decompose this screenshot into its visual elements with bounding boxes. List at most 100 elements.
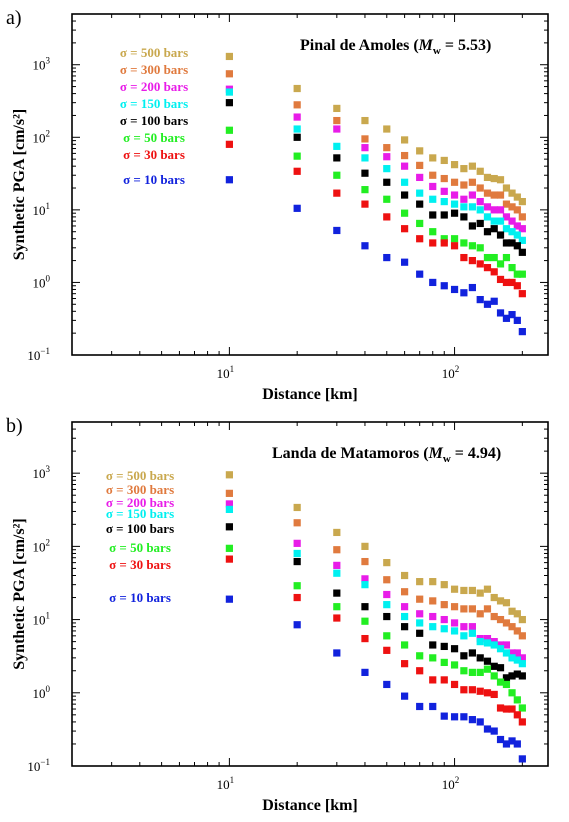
data-point [450, 619, 459, 627]
data-point [416, 189, 424, 197]
data-point [468, 178, 476, 186]
x-tick-label: 102 [442, 775, 460, 792]
y-tick-label-exp: 0 [46, 684, 51, 694]
data-point [401, 258, 409, 266]
data-point [513, 270, 521, 278]
y-tick-label-exp: 3 [46, 56, 51, 66]
x-axis-label: Distance [km] [262, 797, 358, 814]
data-point [496, 260, 505, 268]
y-tick-label-base: 10 [33, 58, 46, 73]
data-point [450, 585, 459, 593]
data-point [518, 632, 526, 640]
data-point [450, 661, 459, 669]
x-axis-ticks [71, 422, 523, 766]
data-point [460, 623, 468, 631]
chart-title: Landa de Matamoros (Mw = 4.94) [272, 445, 501, 465]
series-7 [225, 176, 526, 336]
chart-title-mw: M [418, 37, 434, 54]
series-5 [225, 126, 526, 278]
data-point [361, 668, 369, 676]
data-point [518, 755, 526, 763]
data-point [333, 614, 341, 622]
data-point [508, 278, 516, 287]
legend-entry: σ = 30 bars [123, 147, 185, 162]
data-point [513, 206, 521, 214]
data-point [460, 213, 468, 221]
data-point [383, 178, 391, 186]
data-point [460, 652, 468, 660]
data-point [460, 686, 468, 694]
data-point [502, 184, 511, 192]
data-point [518, 225, 526, 233]
data-point [483, 213, 492, 221]
data-point [225, 140, 233, 148]
data-point [293, 539, 301, 547]
data-point [508, 654, 516, 662]
data-point [518, 197, 526, 206]
data-point [361, 542, 369, 550]
data-point [225, 555, 233, 563]
data-point [496, 597, 505, 605]
data-point [476, 589, 484, 597]
data-point [502, 314, 511, 322]
chart-title-mw: M [428, 445, 444, 462]
data-point [460, 289, 468, 297]
data-point [476, 610, 484, 618]
data-point [490, 690, 498, 699]
data-point [450, 209, 459, 217]
y-tick-label-exp: 1 [46, 201, 51, 211]
data-point [483, 203, 492, 211]
data-point [429, 612, 437, 621]
data-point [333, 528, 341, 537]
data-point [450, 627, 459, 635]
data-point [476, 295, 484, 304]
data-point [490, 641, 498, 649]
data-point [508, 705, 516, 713]
data-point [502, 674, 511, 682]
data-point [490, 217, 498, 225]
data-point [468, 686, 476, 694]
data-point [440, 239, 448, 247]
data-point [225, 544, 233, 552]
data-point [496, 664, 505, 672]
data-point [490, 297, 498, 305]
data-point [440, 615, 448, 624]
y-tick-label: 100 [33, 684, 51, 701]
data-point [429, 623, 437, 631]
y-tick-label: 101 [33, 201, 51, 218]
legend-entry: σ = 50 bars [109, 540, 171, 555]
data-point [333, 125, 341, 133]
data-point [508, 649, 516, 657]
data-point [508, 217, 516, 225]
data-point [361, 200, 369, 208]
data-point [513, 282, 521, 290]
data-point [440, 642, 448, 651]
data-point [333, 569, 341, 577]
data-point [468, 668, 476, 676]
data-point [468, 242, 476, 250]
data-point [383, 680, 391, 689]
data-point [490, 206, 498, 214]
data-point [333, 589, 341, 597]
y-axis-label: Synthetic PGA [cm/s²] [11, 518, 28, 669]
data-point [401, 162, 409, 170]
data-point [460, 632, 468, 640]
data-point [333, 649, 341, 657]
data-point [496, 309, 505, 317]
data-point [476, 718, 484, 726]
data-point [508, 311, 516, 319]
data-point [476, 654, 484, 662]
data-point [333, 104, 341, 113]
legend: σ = 500 bars σ = 300 bars σ = 200 bars σ = … [120, 45, 188, 187]
data-point [293, 549, 301, 558]
data-point [293, 84, 301, 93]
data-point [416, 173, 424, 182]
data-point [508, 737, 516, 745]
data-point [508, 607, 516, 615]
data-point [416, 578, 424, 586]
y-tick-label: 102 [33, 537, 51, 554]
data-points [225, 52, 526, 336]
series-2 [225, 500, 526, 662]
data-point [502, 641, 511, 649]
data-point [293, 113, 301, 121]
